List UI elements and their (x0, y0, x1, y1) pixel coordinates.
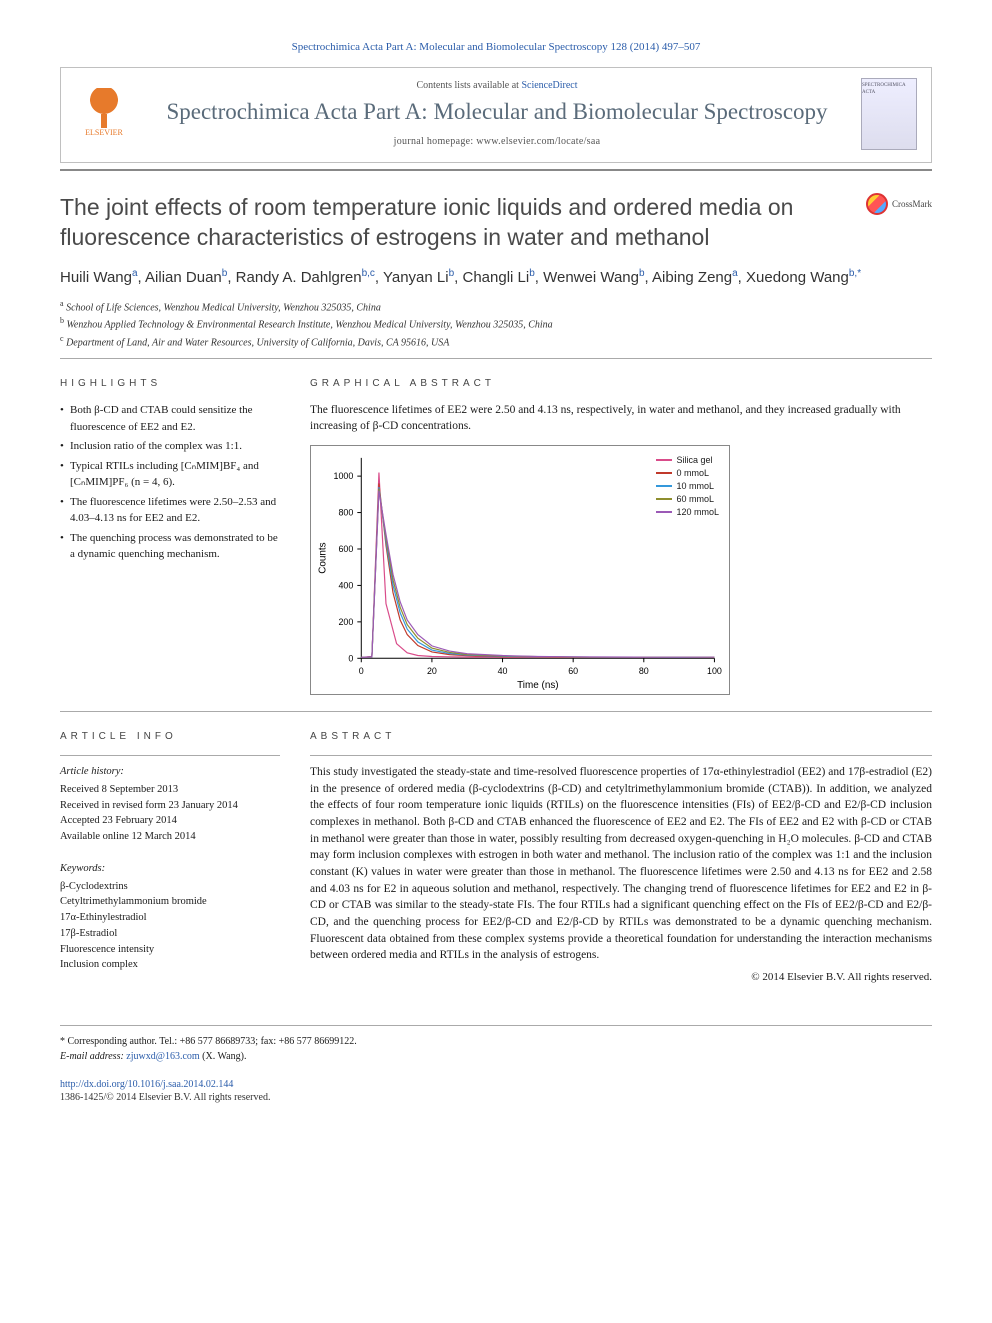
legend-item: 10 mmoL (656, 480, 719, 492)
graphical-abstract-label: GRAPHICAL ABSTRACT (310, 377, 932, 391)
history-item: Accepted 23 February 2014 (60, 813, 280, 829)
issn-line: 1386-1425/© 2014 Elsevier B.V. All right… (60, 1091, 932, 1105)
keyword: β-Cyclodextrins (60, 879, 280, 895)
svg-text:600: 600 (338, 544, 353, 554)
history-item: Received in revised form 23 January 2014 (60, 798, 280, 814)
legend-item: 60 mmoL (656, 493, 719, 505)
divider (60, 358, 932, 359)
contents-prefix: Contents lists available at (416, 80, 521, 91)
fluorescence-chart: 02040608010002004006008001000Time (ns)Co… (310, 445, 730, 695)
doi-link[interactable]: http://dx.doi.org/10.1016/j.saa.2014.02.… (60, 1079, 233, 1090)
email-person: (X. Wang). (202, 1051, 246, 1062)
svg-text:800: 800 (338, 507, 353, 517)
legend-label: 10 mmoL (676, 480, 714, 492)
article-title: The joint effects of room temperature io… (60, 193, 850, 253)
article-info-label: ARTICLE INFO (60, 730, 280, 744)
crossmark-badge[interactable]: CrossMark (866, 193, 932, 215)
legend-item: 0 mmoL (656, 467, 719, 479)
elsevier-logo: ELSEVIER (75, 82, 133, 146)
divider (60, 711, 932, 712)
legend-swatch (656, 511, 672, 513)
highlight-item: The fluorescence lifetimes were 2.50–2.5… (60, 494, 280, 527)
keyword: Fluorescence intensity (60, 942, 280, 958)
crossmark-icon (866, 193, 888, 215)
affiliation: a School of Life Sciences, Wenzhou Medic… (60, 298, 932, 315)
legend-item: Silica gel (656, 454, 719, 466)
journal-name: Spectrochimica Acta Part A: Molecular an… (149, 98, 845, 127)
affiliation: b Wenzhou Applied Technology & Environme… (60, 315, 932, 332)
legend-label: 120 mmoL (676, 506, 719, 518)
keywords-list: β-CyclodextrinsCetyltrimethylammonium br… (60, 879, 280, 974)
crossmark-label: CrossMark (892, 198, 932, 210)
divider (60, 169, 932, 171)
svg-text:20: 20 (427, 666, 437, 676)
svg-text:1000: 1000 (334, 471, 354, 481)
affiliation: c Department of Land, Air and Water Reso… (60, 333, 932, 350)
abstract-text: This study investigated the steady-state… (310, 764, 932, 964)
chart-legend: Silica gel0 mmoL10 mmoL60 mmoL120 mmoL (656, 454, 719, 520)
keyword: Cetyltrimethylammonium bromide (60, 894, 280, 910)
author-list: Huili Wanga, Ailian Duanb, Randy A. Dahl… (60, 267, 932, 288)
legend-swatch (656, 485, 672, 487)
masthead: ELSEVIER Contents lists available at Sci… (60, 67, 932, 163)
publisher-name: ELSEVIER (85, 128, 123, 139)
svg-text:0: 0 (359, 666, 364, 676)
highlight-item: Both β-CD and CTAB could sensitize the f… (60, 402, 280, 435)
email-link[interactable]: zjuwxd@163.com (126, 1051, 199, 1062)
legend-label: 60 mmoL (676, 493, 714, 505)
legend-label: Silica gel (676, 454, 712, 466)
history-item: Available online 12 March 2014 (60, 829, 280, 845)
abstract-label: ABSTRACT (310, 730, 932, 744)
email-label: E-mail address: (60, 1051, 124, 1062)
svg-text:80: 80 (639, 666, 649, 676)
divider (310, 755, 932, 756)
keyword: 17α-Ethinylestradiol (60, 910, 280, 926)
footer: * Corresponding author. Tel.: +86 577 86… (60, 1025, 932, 1105)
legend-label: 0 mmoL (676, 467, 709, 479)
history-list: Received 8 September 2013Received in rev… (60, 782, 280, 845)
graphical-abstract-caption: The fluorescence lifetimes of EE2 were 2… (310, 402, 932, 434)
keyword: 17β-Estradiol (60, 926, 280, 942)
svg-text:Time (ns): Time (ns) (517, 680, 558, 691)
svg-text:40: 40 (498, 666, 508, 676)
svg-text:200: 200 (338, 616, 353, 626)
legend-item: 120 mmoL (656, 506, 719, 518)
contents-line: Contents lists available at ScienceDirec… (149, 79, 845, 93)
highlight-item: Inclusion ratio of the complex was 1:1. (60, 438, 280, 455)
history-heading: Article history: (60, 764, 280, 780)
corresponding-tel: * Corresponding author. Tel.: +86 577 86… (60, 1034, 932, 1049)
journal-cover-thumb: SPECTROCHIMICA ACTA (861, 78, 917, 150)
elsevier-tree-icon (84, 88, 124, 128)
highlights-list: Both β-CD and CTAB could sensitize the f… (60, 402, 280, 563)
copyright: © 2014 Elsevier B.V. All rights reserved… (310, 970, 932, 985)
svg-text:100: 100 (707, 666, 722, 676)
svg-text:400: 400 (338, 580, 353, 590)
divider (60, 755, 280, 756)
highlights-label: HIGHLIGHTS (60, 377, 280, 391)
affiliations: a School of Life Sciences, Wenzhou Medic… (60, 298, 932, 350)
cover-label: SPECTROCHIMICA ACTA (862, 83, 916, 97)
highlight-item: The quenching process was demonstrated t… (60, 530, 280, 563)
keywords-heading: Keywords: (60, 861, 280, 877)
sciencedirect-link[interactable]: ScienceDirect (521, 80, 577, 91)
highlight-item: Typical RTILs including [CₙMIM]BF₄ and [… (60, 458, 280, 491)
citation-header: Spectrochimica Acta Part A: Molecular an… (60, 40, 932, 55)
keyword: Inclusion complex (60, 957, 280, 973)
svg-text:60: 60 (568, 666, 578, 676)
doi-line: http://dx.doi.org/10.1016/j.saa.2014.02.… (60, 1078, 932, 1092)
svg-text:0: 0 (348, 653, 353, 663)
history-item: Received 8 September 2013 (60, 782, 280, 798)
corresponding-author: * Corresponding author. Tel.: +86 577 86… (60, 1034, 932, 1064)
legend-swatch (656, 472, 672, 474)
legend-swatch (656, 498, 672, 500)
journal-homepage: journal homepage: www.elsevier.com/locat… (149, 135, 845, 149)
svg-text:Counts: Counts (318, 542, 329, 573)
legend-swatch (656, 459, 672, 461)
